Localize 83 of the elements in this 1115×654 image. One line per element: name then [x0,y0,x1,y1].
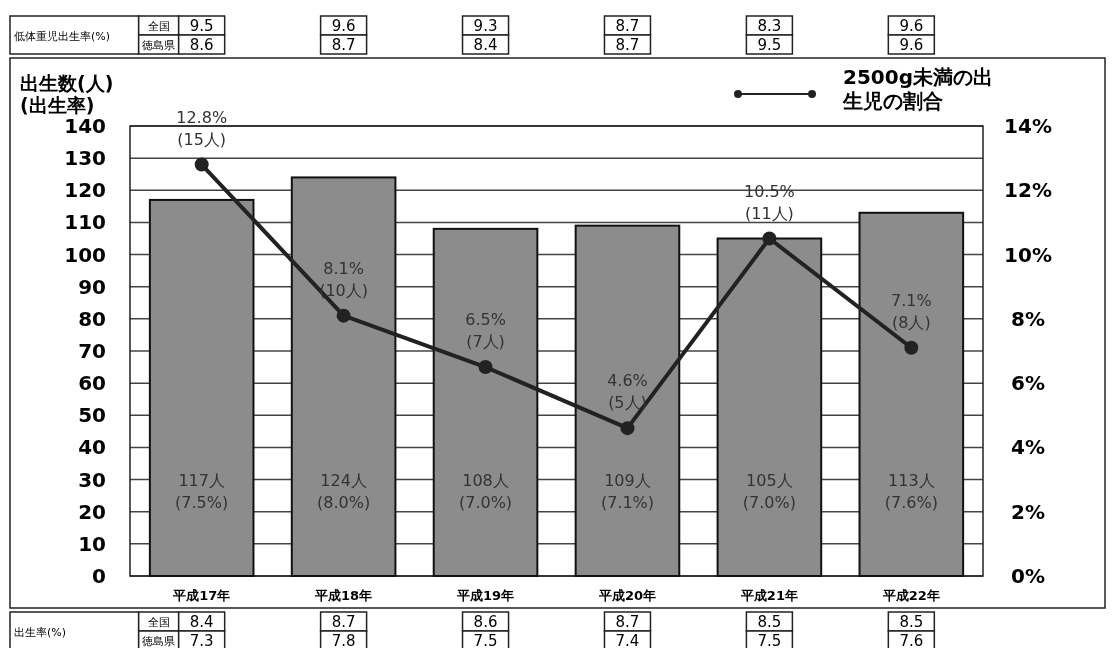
text: 8.4 [473,36,498,54]
text: 8.6 [189,36,214,54]
y-tick-label: 0 [92,564,106,588]
data-label: 124人 (8.0%) [317,471,371,512]
text: 低体重児出生率(%) [14,30,111,43]
y-tick-label: 90 [78,274,106,299]
data-label: 108人 (7.0%) [458,471,513,512]
y2-tick-label: 4% [1011,435,1045,460]
y-tick-label: 70 [78,339,106,363]
y-tick-label: 40 [78,435,106,460]
x-tick-label: 平成18年 [314,588,373,603]
bar [858,211,965,577]
y2-tick-label: 2% [1011,499,1045,524]
x-tick-label: 平成17年 [172,588,231,603]
text: 全国 [147,616,170,629]
text: 8.7 [331,36,356,54]
text: 8.4 [189,613,214,631]
text: 8.7 [615,36,640,54]
y-tick-label: 30 [78,467,106,492]
point [762,231,777,246]
x-tick-label: 平成19年 [455,588,515,603]
bar [432,227,539,577]
y2-tick-label: 10% [1004,242,1052,267]
text: 徳島県 [142,39,176,52]
y-tick-label: 110 [64,210,106,235]
y-tick-label: 100 [64,242,106,267]
text: 9.6 [899,17,924,35]
point [194,157,209,172]
y-tick-label: 140 [64,114,106,138]
y-tick-label: 10 [78,531,106,556]
text: 7.5 [757,632,782,650]
y2-tick-label: 14% [1004,114,1052,138]
data-label: 105人 (7.0%) [742,471,796,512]
y-axis-title: 出生数(人) (出生率) [20,72,114,116]
text: 7.3 [189,632,214,650]
y-tick-label: 80 [78,306,106,331]
point [478,360,493,375]
x-tick-label: 平成22年 [881,588,940,603]
data-label: 6.5% (7人) [465,310,506,352]
point [904,340,919,355]
text: 徳島県 [142,635,176,648]
text: 8.7 [615,613,640,631]
legend-label: 2500g未満の出生児の割合 [842,65,993,113]
text: 7.6 [899,632,924,650]
text: 9.6 [331,17,356,35]
y2-tick-label: 6% [1011,371,1045,396]
data-label: 113人 (7.6%) [884,471,938,512]
text: 8.7 [331,613,356,631]
text: 8.5 [899,613,924,631]
point [336,308,351,323]
data-label: 117人 (7.5%) [175,471,229,512]
text: 9.3 [473,17,498,35]
text: 7.8 [331,632,356,650]
data-label: 12.8% (15人) [176,107,228,149]
text: 出生率(%) [14,626,67,639]
text: 8.3 [757,17,782,35]
text: 8.6 [473,613,498,631]
text: 9.5 [757,36,782,54]
y2-tick-label: 12% [1004,178,1052,203]
y-tick-label: 50 [78,403,106,428]
text: 7.5 [473,632,498,650]
data-label: 109人 (7.1%) [600,471,655,512]
text: 8.7 [615,17,640,35]
x-tick-label: 平成21年 [739,588,798,603]
bar [716,237,823,577]
x-tick-label: 平成20年 [597,588,657,603]
y2-tick-label: 0% [1011,564,1045,588]
bar [290,176,397,577]
bar [148,198,255,577]
point [620,421,635,436]
text: 9.6 [899,36,924,54]
y-tick-label: 120 [64,178,106,203]
text: 8.5 [757,613,782,631]
data-label: 7.1% (8人) [891,290,932,332]
bar [574,224,681,577]
data-label: 8.1% (10人) [319,258,369,300]
text: 全国 [147,20,170,33]
y2-tick-label: 8% [1011,306,1045,331]
y-tick-label: 20 [78,499,106,524]
text: 7.4 [615,632,640,650]
text: 9.5 [189,17,214,35]
y-tick-label: 60 [78,371,106,396]
y-tick-label: 130 [64,146,106,171]
